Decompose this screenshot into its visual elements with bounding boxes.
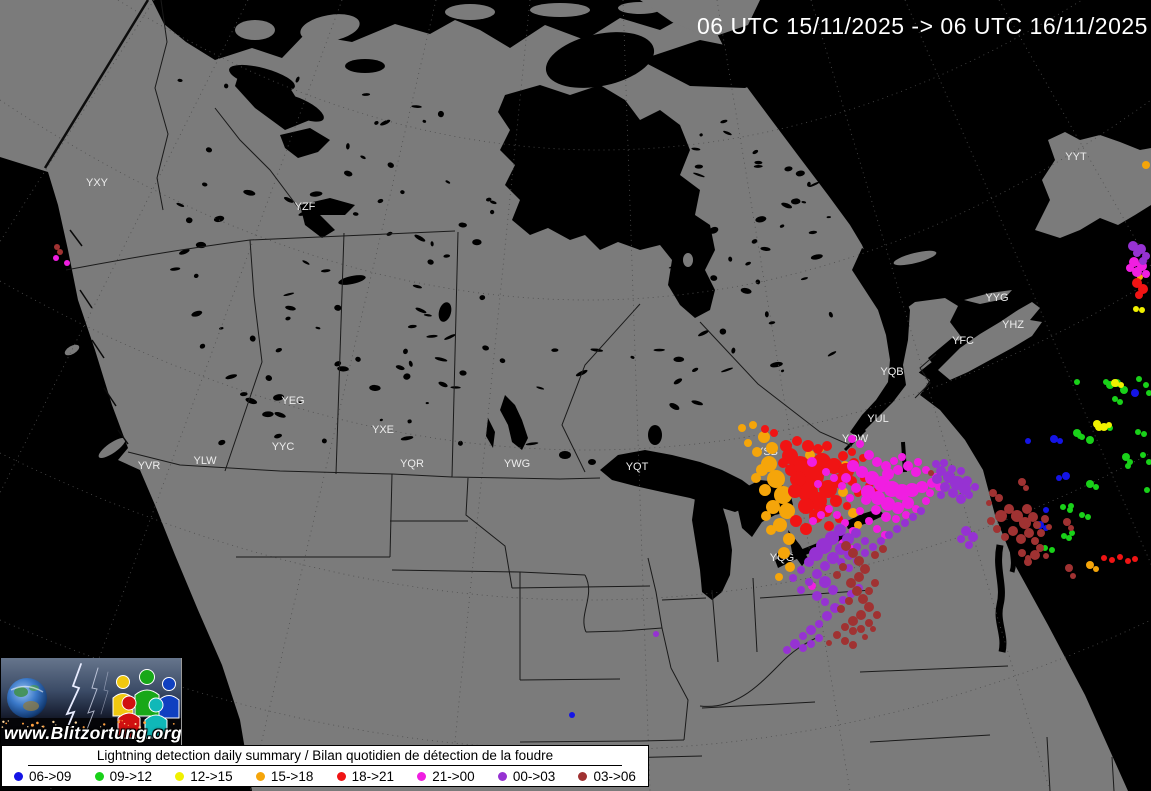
period-label: 18->21	[351, 769, 394, 784]
period-label: 21->00	[432, 769, 475, 784]
earth-icon	[7, 678, 47, 718]
period-color-dot	[578, 772, 588, 781]
station-label-ywg: YWG	[504, 458, 530, 470]
legend-entry: 06->09	[14, 769, 71, 784]
station-label-yvr: YVR	[138, 460, 161, 472]
station-label-yzf: YZF	[295, 201, 316, 213]
period-color-dot	[175, 772, 185, 781]
period-label: 06->09	[29, 769, 72, 784]
legend-title: Lightning detection daily summary / Bila…	[96, 748, 554, 763]
small-lakes-speckles	[170, 76, 837, 446]
station-label-ylw: YLW	[193, 455, 217, 467]
prince-edward-island	[964, 290, 1012, 304]
legend-divider	[28, 765, 622, 766]
period-color-dot	[417, 772, 427, 781]
station-label-yqt: YQT	[626, 461, 649, 473]
station-label-yhz: YHZ	[1002, 319, 1024, 331]
legend-entry: 21->00	[417, 769, 475, 784]
station-labels-layer: YXYYZFYEGYYCYXEYQRYVRYLWYWGYQTYSBYQGYOWY…	[86, 151, 1087, 564]
nova-scotia	[938, 302, 1042, 380]
station-label-yxe: YXE	[372, 424, 394, 436]
bay-of-fundy	[928, 338, 968, 372]
station-label-yyt: YYT	[1065, 151, 1087, 163]
interior-lakes	[280, 128, 662, 465]
blitzortung-logo[interactable]: www.Blitzortung.org	[1, 658, 182, 746]
coast-texture	[69, 229, 129, 445]
period-color-dot	[14, 772, 23, 781]
st-lawrence-river	[850, 248, 910, 438]
station-label-yul: YUL	[867, 413, 888, 425]
period-color-dot	[497, 772, 507, 781]
time-range-title: 06 UTC 15/11/2025 -> 06 UTC 16/11/2025	[697, 13, 1148, 39]
station-label-yyg: YYG	[985, 292, 1008, 304]
city-lights	[1, 719, 175, 729]
legend-panel: Lightning detection daily summary / Bila…	[1, 745, 649, 787]
period-color-dot	[336, 772, 346, 781]
station-label-yyc: YYC	[272, 441, 295, 453]
people-group-icon	[112, 669, 180, 739]
lightning-strikes-layer	[53, 161, 1151, 718]
period-label: 09->12	[109, 769, 153, 784]
period-color-dot	[255, 772, 265, 781]
period-label: 00->03	[512, 769, 556, 784]
legend-entry: 00->03	[497, 769, 556, 784]
station-label-yqr: YQR	[400, 458, 424, 470]
station-label-yfc: YFC	[952, 335, 974, 347]
period-label: 03->06	[593, 769, 636, 784]
newfoundland	[1035, 132, 1151, 238]
period-label: 15->18	[270, 769, 314, 784]
legend-entry: 03->06	[578, 769, 636, 784]
station-label-yqb: YQB	[880, 366, 903, 378]
legend-entry: 15->18	[255, 769, 314, 784]
legend-entries-row: 06->09 09->12 12->15 15->18 18->21 21->0…	[2, 766, 648, 784]
station-label-yxy: YXY	[86, 177, 109, 189]
period-color-dot	[94, 772, 104, 781]
legend-entry: 18->21	[336, 769, 394, 784]
period-label: 12->15	[190, 769, 233, 784]
logo-artwork	[1, 663, 181, 745]
station-label-yeg: YEG	[281, 395, 304, 407]
legend-entry: 12->15	[175, 769, 233, 784]
lightning-bolt-icon	[63, 663, 109, 737]
legend-entry: 09->12	[94, 769, 153, 784]
logo-url-text: www.Blitzortung.org	[4, 723, 182, 743]
